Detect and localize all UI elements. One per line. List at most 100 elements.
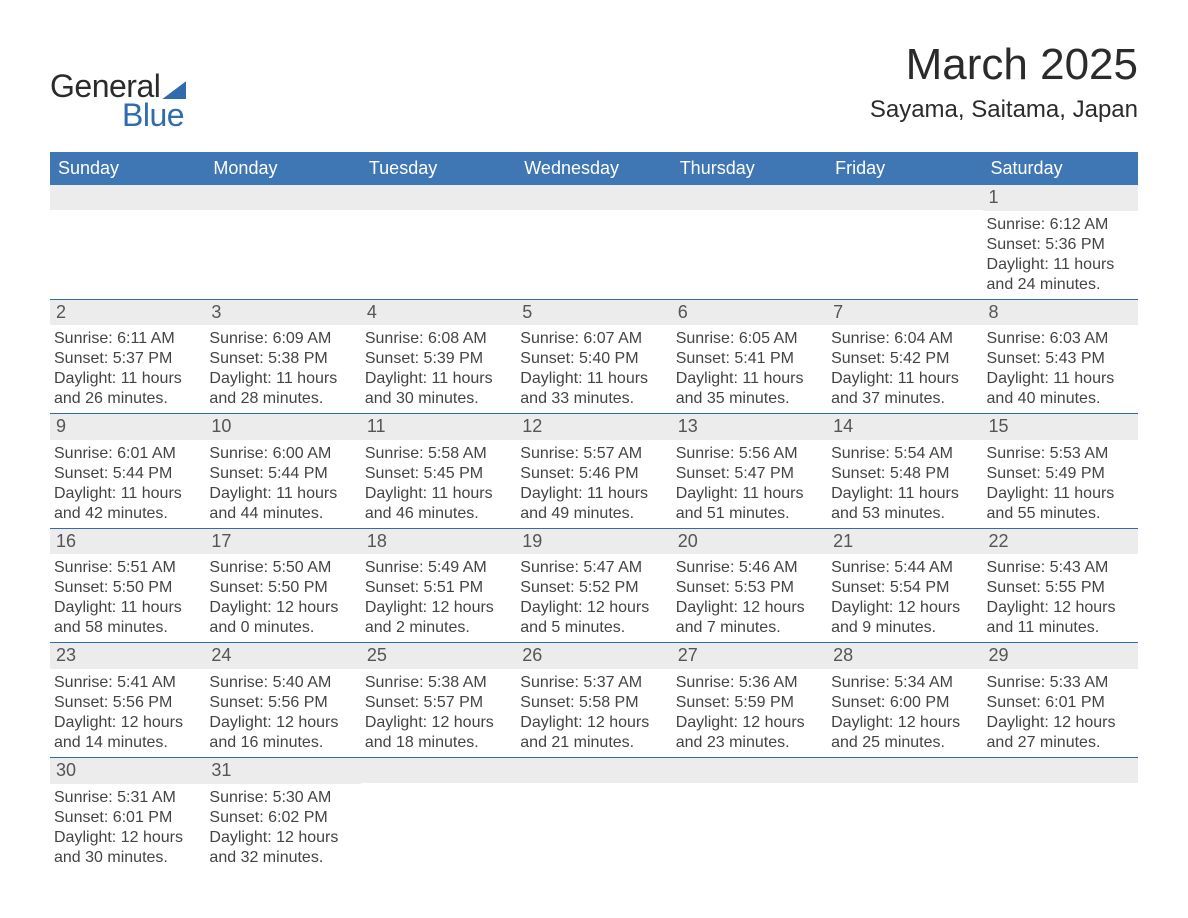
logo-word-2: Blue — [122, 97, 184, 134]
sunrise-line: Sunrise: 6:01 AM — [54, 444, 201, 464]
daylight-line: Daylight: 11 hours and 28 minutes. — [209, 369, 356, 409]
sunrise-line: Sunrise: 6:12 AM — [987, 215, 1134, 235]
sunset-line: Sunset: 5:55 PM — [987, 578, 1134, 598]
day-number — [827, 758, 982, 783]
sunrise-line: Sunrise: 5:51 AM — [54, 558, 201, 578]
daylight-line: Daylight: 11 hours and 49 minutes. — [520, 484, 667, 524]
day-details: Sunrise: 5:34 AMSunset: 6:00 PMDaylight:… — [827, 669, 982, 757]
daylight-line: Daylight: 11 hours and 40 minutes. — [987, 369, 1134, 409]
calendar-cell: 30Sunrise: 5:31 AMSunset: 6:01 PMDayligh… — [50, 758, 205, 872]
sunrise-line: Sunrise: 6:05 AM — [676, 329, 823, 349]
daylight-line: Daylight: 12 hours and 9 minutes. — [831, 598, 978, 638]
day-number: 31 — [205, 758, 360, 784]
day-details: Sunrise: 6:05 AMSunset: 5:41 PMDaylight:… — [672, 325, 827, 413]
calendar-cell: 22Sunrise: 5:43 AMSunset: 5:55 PMDayligh… — [983, 529, 1138, 643]
sunrise-line: Sunrise: 5:44 AM — [831, 558, 978, 578]
daylight-line: Daylight: 12 hours and 14 minutes. — [54, 713, 201, 753]
sunrise-line: Sunrise: 5:40 AM — [209, 673, 356, 693]
day-details: Sunrise: 5:38 AMSunset: 5:57 PMDaylight:… — [361, 669, 516, 757]
day-details — [516, 783, 671, 791]
day-number: 17 — [205, 529, 360, 555]
day-number: 14 — [827, 414, 982, 440]
day-details: Sunrise: 6:07 AMSunset: 5:40 PMDaylight:… — [516, 325, 671, 413]
sunrise-line: Sunrise: 5:36 AM — [676, 673, 823, 693]
day-details: Sunrise: 5:30 AMSunset: 6:02 PMDaylight:… — [205, 784, 360, 872]
calendar-cell: 14Sunrise: 5:54 AMSunset: 5:48 PMDayligh… — [827, 414, 982, 528]
weekday-sat: Saturday — [983, 152, 1138, 185]
sunrise-line: Sunrise: 6:03 AM — [987, 329, 1134, 349]
day-number: 30 — [50, 758, 205, 784]
day-details: Sunrise: 5:37 AMSunset: 5:58 PMDaylight:… — [516, 669, 671, 757]
daylight-line: Daylight: 11 hours and 37 minutes. — [831, 369, 978, 409]
calendar-cell: 6Sunrise: 6:05 AMSunset: 5:41 PMDaylight… — [672, 300, 827, 414]
day-details — [983, 783, 1138, 791]
day-number: 5 — [516, 300, 671, 326]
day-details: Sunrise: 5:54 AMSunset: 5:48 PMDaylight:… — [827, 440, 982, 528]
day-details — [361, 783, 516, 791]
day-number: 28 — [827, 643, 982, 669]
day-details: Sunrise: 6:00 AMSunset: 5:44 PMDaylight:… — [205, 440, 360, 528]
sunrise-line: Sunrise: 5:53 AM — [987, 444, 1134, 464]
day-number: 24 — [205, 643, 360, 669]
calendar-cell: 17Sunrise: 5:50 AMSunset: 5:50 PMDayligh… — [205, 529, 360, 643]
sunrise-line: Sunrise: 5:30 AM — [209, 788, 356, 808]
header: General Blue March 2025 Sayama, Saitama,… — [50, 40, 1138, 134]
sunrise-line: Sunrise: 5:41 AM — [54, 673, 201, 693]
sunrise-line: Sunrise: 6:11 AM — [54, 329, 201, 349]
daylight-line: Daylight: 12 hours and 23 minutes. — [676, 713, 823, 753]
day-details: Sunrise: 5:40 AMSunset: 5:56 PMDaylight:… — [205, 669, 360, 757]
calendar-cell — [361, 758, 516, 872]
calendar-cell: 29Sunrise: 5:33 AMSunset: 6:01 PMDayligh… — [983, 643, 1138, 757]
day-details — [50, 210, 205, 218]
day-details: Sunrise: 5:49 AMSunset: 5:51 PMDaylight:… — [361, 554, 516, 642]
title-block: March 2025 Sayama, Saitama, Japan — [870, 40, 1138, 124]
day-details: Sunrise: 5:31 AMSunset: 6:01 PMDaylight:… — [50, 784, 205, 872]
daylight-line: Daylight: 12 hours and 11 minutes. — [987, 598, 1134, 638]
sunset-line: Sunset: 5:49 PM — [987, 464, 1134, 484]
day-number: 25 — [361, 643, 516, 669]
day-details — [827, 210, 982, 218]
calendar-cell: 7Sunrise: 6:04 AMSunset: 5:42 PMDaylight… — [827, 300, 982, 414]
sunset-line: Sunset: 5:51 PM — [365, 578, 512, 598]
daylight-line: Daylight: 12 hours and 2 minutes. — [365, 598, 512, 638]
sunset-line: Sunset: 5:43 PM — [987, 349, 1134, 369]
calendar-week: 2Sunrise: 6:11 AMSunset: 5:37 PMDaylight… — [50, 299, 1138, 414]
calendar-cell: 27Sunrise: 5:36 AMSunset: 5:59 PMDayligh… — [672, 643, 827, 757]
sunrise-line: Sunrise: 5:49 AM — [365, 558, 512, 578]
sunset-line: Sunset: 5:50 PM — [54, 578, 201, 598]
daylight-line: Daylight: 11 hours and 30 minutes. — [365, 369, 512, 409]
sunset-line: Sunset: 5:52 PM — [520, 578, 667, 598]
daylight-line: Daylight: 12 hours and 0 minutes. — [209, 598, 356, 638]
day-number: 10 — [205, 414, 360, 440]
weekday-mon: Monday — [205, 152, 360, 185]
sunrise-line: Sunrise: 6:08 AM — [365, 329, 512, 349]
sunrise-line: Sunrise: 5:43 AM — [987, 558, 1134, 578]
day-details — [516, 210, 671, 218]
sunset-line: Sunset: 5:57 PM — [365, 693, 512, 713]
daylight-line: Daylight: 12 hours and 27 minutes. — [987, 713, 1134, 753]
daylight-line: Daylight: 11 hours and 55 minutes. — [987, 484, 1134, 524]
sunrise-line: Sunrise: 5:37 AM — [520, 673, 667, 693]
day-number: 21 — [827, 529, 982, 555]
sunset-line: Sunset: 5:50 PM — [209, 578, 356, 598]
calendar-cell: 23Sunrise: 5:41 AMSunset: 5:56 PMDayligh… — [50, 643, 205, 757]
day-number: 29 — [983, 643, 1138, 669]
sunset-line: Sunset: 5:54 PM — [831, 578, 978, 598]
calendar-cell: 19Sunrise: 5:47 AMSunset: 5:52 PMDayligh… — [516, 529, 671, 643]
sunset-line: Sunset: 5:56 PM — [54, 693, 201, 713]
day-details: Sunrise: 5:43 AMSunset: 5:55 PMDaylight:… — [983, 554, 1138, 642]
calendar-cell: 31Sunrise: 5:30 AMSunset: 6:02 PMDayligh… — [205, 758, 360, 872]
day-details: Sunrise: 5:47 AMSunset: 5:52 PMDaylight:… — [516, 554, 671, 642]
calendar-cell: 25Sunrise: 5:38 AMSunset: 5:57 PMDayligh… — [361, 643, 516, 757]
day-number — [205, 185, 360, 210]
sunrise-line: Sunrise: 5:46 AM — [676, 558, 823, 578]
sunset-line: Sunset: 5:59 PM — [676, 693, 823, 713]
day-number — [361, 185, 516, 210]
calendar-cell: 24Sunrise: 5:40 AMSunset: 5:56 PMDayligh… — [205, 643, 360, 757]
sunset-line: Sunset: 5:44 PM — [54, 464, 201, 484]
day-details: Sunrise: 5:57 AMSunset: 5:46 PMDaylight:… — [516, 440, 671, 528]
day-number — [516, 758, 671, 783]
daylight-line: Daylight: 11 hours and 35 minutes. — [676, 369, 823, 409]
daylight-line: Daylight: 11 hours and 42 minutes. — [54, 484, 201, 524]
daylight-line: Daylight: 11 hours and 26 minutes. — [54, 369, 201, 409]
